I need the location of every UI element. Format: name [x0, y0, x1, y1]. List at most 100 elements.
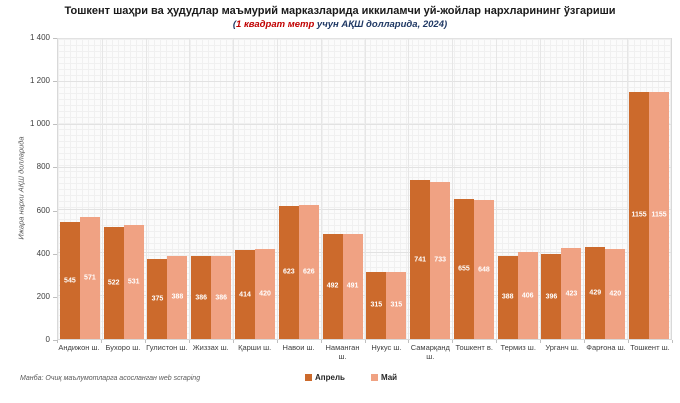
- x-axis-label: Урганч ш.: [545, 343, 579, 352]
- bar-april: 386: [191, 256, 212, 339]
- bar-value-label: 396: [545, 293, 558, 301]
- x-axis-label: Бухоро ш.: [105, 343, 141, 352]
- bar-may: 648: [473, 200, 494, 339]
- bar-april: 492: [322, 233, 343, 339]
- category-separator: [101, 39, 103, 339]
- y-tick-mark: [53, 81, 57, 83]
- category-separator: [276, 39, 278, 339]
- bar-value-label: 375: [151, 295, 164, 303]
- bar-may: 388: [167, 255, 188, 339]
- bar-april: 623: [278, 205, 299, 339]
- category-separator: [583, 39, 585, 339]
- bar-april: 655: [453, 198, 474, 339]
- x-tick-mark: [584, 340, 586, 343]
- x-tick-mark: [57, 340, 58, 343]
- bar-value-label: 423: [565, 290, 578, 298]
- legend-swatch-icon: [305, 374, 312, 381]
- category-separator: [495, 39, 497, 339]
- y-tick-mark: [53, 253, 57, 255]
- y-tick-label: 1 200: [29, 76, 50, 86]
- bar-may: 491: [342, 233, 363, 339]
- y-tick-mark: [53, 296, 57, 298]
- bar-may: 423: [561, 248, 582, 339]
- category-cell: 741 733: [408, 39, 452, 339]
- legend: Апрель Май: [305, 373, 397, 382]
- bar-may: 420: [605, 249, 626, 339]
- source-note: Манба: Очиқ маълумотларга асосланган web…: [20, 375, 201, 382]
- legend-item-may: Май: [370, 373, 398, 382]
- x-axis-label: Қарши ш.: [238, 343, 272, 352]
- bar-value-label: 420: [609, 290, 622, 298]
- legend-label: Май: [380, 373, 398, 382]
- category-cell: 522 531: [102, 39, 146, 339]
- category-separator: [320, 39, 322, 339]
- x-axis-label: Тошкент в.: [455, 343, 493, 352]
- x-axis-label: Гулистон ш.: [146, 343, 188, 352]
- category-separator: [364, 39, 366, 339]
- plot-area: 545 571 522 531 375 388 386 386 414 420 623 626 492 4…: [57, 38, 672, 340]
- bar-value-label: 623: [282, 268, 295, 276]
- x-tick-mark: [672, 340, 673, 343]
- y-tick-label: 800: [36, 162, 50, 172]
- bar-value-label: 1155: [651, 211, 667, 219]
- x-tick-mark: [188, 340, 190, 343]
- bar-may: 386: [211, 256, 232, 339]
- category-cell: 315 315: [364, 39, 408, 339]
- bar-value-label: 388: [171, 293, 184, 301]
- bar-value-label: 406: [521, 292, 534, 299]
- category-cell: 429 420: [583, 39, 627, 339]
- bar-may: 406: [517, 252, 538, 339]
- gridline: [58, 38, 671, 39]
- bar-value-label: 545: [64, 277, 76, 285]
- y-tick-mark: [53, 38, 57, 39]
- bar-april: 414: [235, 250, 256, 339]
- category-separator: [408, 39, 410, 339]
- bar-april: 375: [147, 258, 168, 339]
- bar-value-label: 386: [195, 294, 208, 302]
- x-axis-labels: Андижон ш. Бухоро ш. Гулистон ш. Жиззах ш. Қ…: [57, 343, 672, 361]
- bar-april: 396: [541, 254, 562, 339]
- y-tick-label: 0: [45, 335, 50, 344]
- category-separator: [452, 39, 454, 339]
- bar-value-label: 492: [326, 282, 339, 290]
- x-axis-label: Фарғона ш.: [586, 343, 626, 352]
- bar-value-label: 648: [478, 266, 490, 274]
- bar-april: 545: [59, 222, 80, 339]
- chart-subtitle: (1 квадрат метр учун АҚШ долларида, 2024…: [0, 19, 680, 30]
- category-separator: [233, 39, 235, 339]
- legend-item-april: Апрель: [305, 373, 345, 382]
- y-tick-mark: [53, 340, 57, 341]
- bar-value-label: 531: [127, 278, 140, 286]
- category-cell: 655 648: [452, 39, 496, 339]
- y-tick-label: 200: [36, 291, 50, 301]
- bar-april: 741: [410, 180, 431, 339]
- x-tick-mark: [320, 340, 322, 343]
- legend-swatch-icon: [370, 374, 378, 381]
- x-tick-mark: [232, 340, 234, 343]
- bar-may: 420: [255, 249, 276, 339]
- bar-value-label: 522: [107, 279, 120, 287]
- bar-value-label: 741: [414, 256, 426, 264]
- bar-value-label: 733: [434, 256, 446, 264]
- chart-subtitle-highlight: 1 квадрат метр: [236, 19, 315, 30]
- bar-may: 531: [123, 225, 144, 339]
- x-axis-label: Самарқанд ш.: [410, 343, 450, 361]
- bar-may: 626: [298, 204, 319, 339]
- x-tick-mark: [364, 340, 366, 343]
- x-axis-label: Термиз ш.: [500, 343, 536, 352]
- category-cell: 414 420: [233, 39, 277, 339]
- bar-value-label: 626: [302, 268, 315, 276]
- bar-value-label: 388: [501, 293, 514, 301]
- x-axis-label: Жиззах ш.: [192, 343, 229, 352]
- x-tick-mark: [452, 340, 454, 343]
- bar-april: 388: [497, 255, 518, 339]
- y-tick-mark: [53, 210, 57, 212]
- bar-may: 315: [386, 271, 407, 339]
- legend-label: Апрель: [315, 373, 345, 382]
- y-tick-label: 600: [36, 205, 50, 215]
- bar-april: 429: [585, 247, 606, 339]
- bars-row: 545 571 522 531 375 388 386 386 414 420 623 626 492 4…: [58, 39, 671, 339]
- y-axis-tick-labels: 0 200 400 600 800 1 000 1 200 1 400: [0, 33, 50, 344]
- y-tick-label: 400: [36, 248, 50, 258]
